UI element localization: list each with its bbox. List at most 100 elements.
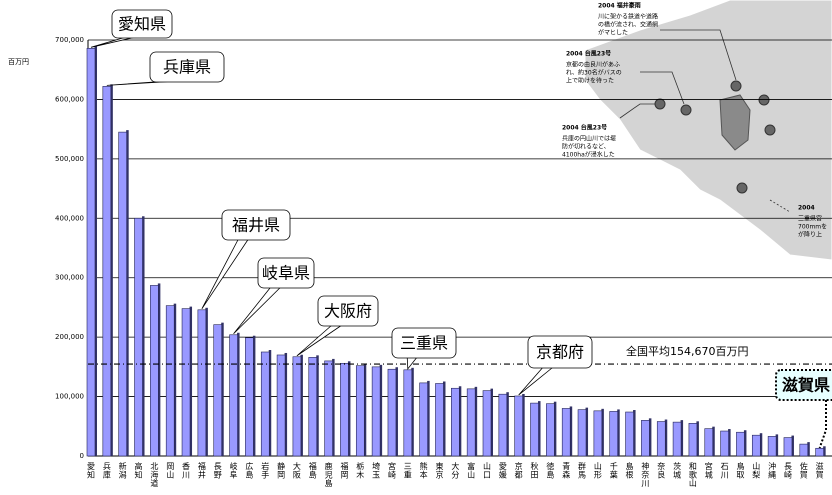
- bar: [815, 447, 824, 457]
- x-tick-label: 宮崎: [387, 461, 396, 479]
- bar: [641, 420, 650, 457]
- bar: [625, 411, 634, 457]
- bar: [561, 408, 571, 457]
- x-tick-label: 石川: [720, 462, 729, 479]
- bar: [751, 434, 761, 457]
- bar-shade: [617, 409, 620, 456]
- bar: [419, 382, 428, 457]
- bar: [530, 402, 539, 457]
- map-inset: [584, 0, 832, 261]
- bar: [387, 368, 397, 457]
- shiga-shape: [719, 94, 751, 151]
- map-note-text: 三重県宮: [798, 215, 822, 223]
- bar-shade: [332, 358, 335, 456]
- bar-shade: [126, 130, 129, 456]
- bar: [134, 217, 143, 457]
- bar: [150, 285, 159, 457]
- x-tick-label: 大阪: [292, 461, 301, 480]
- y-tick-label: 200,000: [55, 333, 84, 341]
- bar-shade: [601, 408, 604, 456]
- bar: [292, 356, 302, 457]
- x-tick-label: 新潟: [118, 461, 127, 480]
- bar: [308, 357, 318, 457]
- callout-box: [221, 209, 291, 241]
- callout-box: [391, 327, 457, 359]
- bar-shade: [395, 367, 398, 456]
- y-tick-label: 300,000: [55, 274, 84, 282]
- bar: [593, 410, 603, 457]
- x-tick-label: 神奈川: [641, 461, 650, 487]
- map-dot: [736, 182, 748, 194]
- bar-shade: [522, 393, 525, 456]
- callout-pointer: [518, 366, 554, 396]
- x-tick-label: 滋賀: [815, 461, 824, 480]
- bar-shade: [680, 420, 684, 456]
- bar-shade: [696, 421, 699, 456]
- x-tick-label: 千葉: [609, 461, 618, 480]
- bar-shade: [268, 350, 272, 456]
- bar: [165, 305, 175, 457]
- x-tick-label: 長野: [213, 462, 222, 479]
- callout-pointer: [296, 324, 343, 357]
- x-tick-label: 愛知: [87, 461, 96, 480]
- callout-box: [149, 51, 225, 83]
- map-note-title: 2004 台風23号: [566, 50, 611, 58]
- bar-shade: [221, 322, 224, 456]
- x-tick-label: 福岡: [340, 462, 349, 480]
- map-note-text: がマヒした: [598, 29, 628, 37]
- y-tick-label: 600,000: [55, 95, 84, 103]
- bar: [577, 409, 587, 457]
- map-note-text: の橋が流され、交通網: [598, 21, 658, 29]
- map-dot: [680, 104, 692, 116]
- bar: [672, 421, 682, 457]
- x-tick-label: 京都: [514, 461, 523, 480]
- bar-shade: [237, 332, 240, 456]
- x-tick-label: 兵庫: [102, 461, 111, 480]
- callout-label: 京都府: [536, 343, 584, 362]
- callout-box: [317, 295, 379, 327]
- bar: [276, 354, 286, 457]
- x-tick-label: 山口: [483, 461, 492, 479]
- bar-shade: [284, 352, 288, 456]
- bar: [720, 430, 729, 457]
- x-tick-label: 佐賀: [799, 461, 808, 480]
- bar: [704, 428, 714, 457]
- map-note-text: が降り上: [798, 231, 822, 239]
- bar-shade: [490, 388, 493, 456]
- bar: [736, 431, 745, 457]
- bar: [213, 324, 223, 457]
- callout-label: 大阪府: [324, 302, 372, 321]
- x-tick-label: 愛媛: [498, 461, 507, 480]
- y-unit: 百万円: [8, 58, 29, 66]
- bar-shade: [538, 401, 541, 456]
- bar-shade: [712, 426, 715, 456]
- bar-shade: [142, 216, 145, 456]
- bar: [355, 365, 365, 457]
- x-tick-label: 岩手: [261, 461, 270, 480]
- bar: [783, 437, 793, 457]
- bar: [102, 86, 112, 457]
- bar-shade: [379, 364, 383, 456]
- x-tick-label: 徳島: [546, 461, 555, 480]
- x-tick-label: 奈良: [657, 461, 666, 480]
- x-tick-label: 香川: [182, 461, 191, 479]
- map-shape: [584, 0, 832, 261]
- bar-shade: [316, 355, 319, 456]
- map-note-text: 京都の由良川があふ: [566, 61, 620, 69]
- bar: [340, 362, 349, 457]
- x-tick-label: 富山: [467, 461, 476, 480]
- x-tick-label: 和歌山: [688, 462, 697, 488]
- leader: [619, 103, 655, 119]
- bar: [118, 131, 127, 457]
- map-note-text: 上で助けを待った: [566, 77, 614, 85]
- bar: [546, 403, 555, 457]
- bar-shade: [157, 283, 161, 456]
- x-tick-label: 茨城: [673, 461, 682, 480]
- callout-pointer: [201, 238, 249, 310]
- average-label: 全国平均154,670百万円: [626, 344, 749, 358]
- x-tick-label: 大分: [451, 461, 460, 480]
- callout-pointer: [90, 36, 137, 48]
- bar: [403, 369, 413, 457]
- bar: [767, 436, 777, 457]
